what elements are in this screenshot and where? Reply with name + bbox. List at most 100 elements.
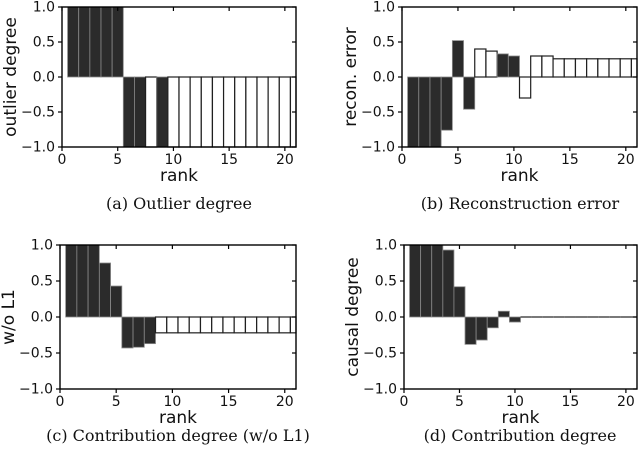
bar-open xyxy=(278,316,291,334)
bar-filled xyxy=(122,76,135,148)
bar-filled xyxy=(431,244,444,318)
y-tick-label: 0.0 xyxy=(31,310,53,326)
caption-a: (a) Outlier degree xyxy=(106,194,252,213)
bar-filled xyxy=(132,316,145,348)
contribution-degree-chart: 1.0 0.5 0.0 −0.5 −1.00 5 10 15 20 rank causal degr… xyxy=(343,238,638,428)
bar-filled xyxy=(111,6,124,78)
bar-open xyxy=(574,58,588,78)
x-axis-label: rank xyxy=(501,408,539,428)
bar-open xyxy=(144,76,158,148)
x-tick-label: 5 xyxy=(455,394,464,410)
bar-open xyxy=(289,316,297,334)
bar-open xyxy=(518,76,532,99)
bar-open xyxy=(211,76,225,148)
bar-filled xyxy=(486,316,499,329)
bar-filled xyxy=(464,316,477,345)
y-axis-label: outlier degree xyxy=(1,17,21,137)
bar-open xyxy=(200,76,214,148)
x-tick-label: 15 xyxy=(220,394,238,410)
x-tick-label: 0 xyxy=(400,394,409,410)
y-tick-label: 1.0 xyxy=(33,0,55,16)
bar-filled xyxy=(110,285,123,318)
bar-filled xyxy=(87,244,100,318)
bar-open xyxy=(222,316,235,334)
bar-filled xyxy=(496,53,509,78)
bar-open xyxy=(189,76,202,148)
bar-open xyxy=(597,58,610,78)
bar-filled xyxy=(78,6,91,78)
bar-open xyxy=(485,50,498,78)
y-tick-label: 0.5 xyxy=(375,274,397,290)
bar-filled xyxy=(143,316,156,345)
bar-open xyxy=(541,55,554,78)
bar-filled xyxy=(409,244,422,318)
bar-open xyxy=(222,76,236,148)
bar-open xyxy=(267,76,280,148)
x-tick-label: 15 xyxy=(561,152,579,168)
x-axis-label: rank xyxy=(500,166,538,186)
subplot-b: 1.0 0.5 0.0 −0.5 −1.0 0 5 10 15 20 rank recon. erro… xyxy=(320,0,640,230)
bar-open xyxy=(563,58,577,78)
x-tick-label: 5 xyxy=(113,152,122,168)
bar-open xyxy=(154,316,168,334)
bar-filled xyxy=(475,316,488,341)
caption-d: (d) Contribution degree xyxy=(423,426,617,445)
bar-filled xyxy=(429,76,442,148)
x-axis-label: rank xyxy=(160,166,198,186)
x-tick-label: 20 xyxy=(276,152,294,168)
bar-filled xyxy=(453,286,466,318)
bar-filled xyxy=(67,6,80,78)
bar-open xyxy=(608,58,621,78)
bar-filled xyxy=(463,76,476,110)
bar-open xyxy=(619,58,633,78)
bar-open xyxy=(199,316,213,334)
bar-filled xyxy=(418,76,431,148)
bar-filled xyxy=(509,316,521,323)
y-tick-label: 1.0 xyxy=(31,238,53,254)
x-tick-label: 10 xyxy=(505,152,523,168)
bar-open xyxy=(530,55,543,78)
bar-filled xyxy=(121,316,134,349)
y-tick-label: 0.5 xyxy=(373,35,395,51)
y-tick-label: −1.0 xyxy=(21,140,55,156)
x-tick-label: 5 xyxy=(453,152,462,168)
bar-open xyxy=(244,316,258,334)
bar-open xyxy=(256,76,269,148)
y-tick-label: −0.5 xyxy=(363,346,397,362)
bar-open xyxy=(234,76,247,148)
y-tick-label: −0.5 xyxy=(21,105,55,121)
x-tick-label: 20 xyxy=(617,394,635,410)
y-tick-label: 1.0 xyxy=(373,0,395,16)
y-tick-label: 1.0 xyxy=(375,238,397,254)
bar-open xyxy=(278,76,292,148)
bar-filled xyxy=(442,249,455,318)
contribution-degree-wo-l1-chart: 1.0 0.5 0.0 −0.5 −1.00 5 10 15 20 rank w/o L1 xyxy=(0,238,297,428)
y-tick-label: −0.5 xyxy=(361,105,395,121)
y-tick-label: 0.0 xyxy=(33,70,55,86)
subplot-a: 1.0 0.5 0.0 −0.5 −1.0 0 5 10 15 20 rank outlier deg… xyxy=(0,0,320,230)
bar-filled xyxy=(497,310,510,318)
bar-open xyxy=(474,48,487,78)
y-tick-label: −0.5 xyxy=(19,346,53,362)
bar-open xyxy=(233,316,247,334)
x-tick-label: 0 xyxy=(56,394,65,410)
outlier-degree-chart: 1.0 0.5 0.0 −0.5 −1.00 5 10 15 20 rank outlier deg… xyxy=(1,0,297,186)
bar-filled xyxy=(65,244,78,318)
x-tick-label: 10 xyxy=(163,394,181,410)
bar-open xyxy=(256,316,269,334)
y-tick-label: −1.0 xyxy=(363,382,397,398)
bar-open xyxy=(177,316,190,334)
y-tick-label: 0.0 xyxy=(373,70,395,86)
bar-filled xyxy=(134,76,146,148)
bar-filled xyxy=(407,76,420,148)
bar-open xyxy=(167,76,180,148)
x-tick-label: 20 xyxy=(617,152,635,168)
bar-open xyxy=(211,316,224,334)
x-tick-label: 10 xyxy=(165,152,183,168)
bar-filled xyxy=(89,6,102,78)
bar-open xyxy=(188,316,202,334)
y-tick-label: 0.5 xyxy=(33,35,55,51)
bar-filled xyxy=(507,55,520,78)
x-tick-label: 20 xyxy=(276,394,294,410)
